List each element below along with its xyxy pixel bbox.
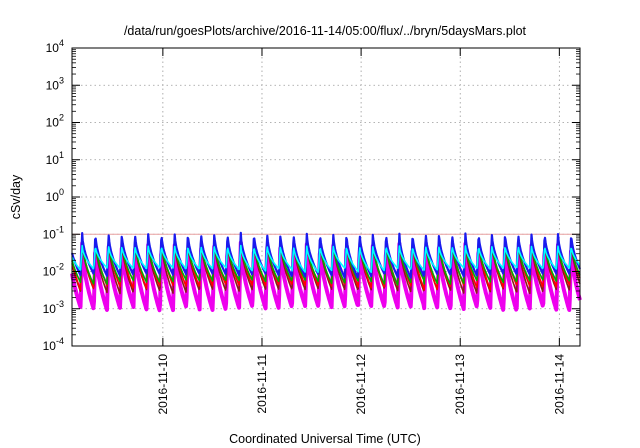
chart-title: /data/run/goesPlots/archive/2016-11-14/0… [124,24,527,38]
series-line-6 [71,244,581,274]
x-tick-label: 2016-11-10 [156,354,170,415]
y-tick-label: 10-1 [43,224,64,241]
y-tick-label: 10-3 [43,299,64,316]
y-axis-title: cSv/day [9,174,23,219]
x-tick-label: 2016-11-13 [453,354,467,415]
series-line-4 [71,239,581,286]
y-tick-label: 101 [46,150,64,167]
x-tick-label: 2016-11-11 [255,354,269,414]
series-layer [70,231,582,313]
y-tick-labels: 10-4 10-3 10-2 10-1 100 101 102 103 104 [43,38,64,353]
y-tick-label: 102 [46,113,64,130]
x-tick-label: 2016-11-14 [552,354,566,415]
y-tick-label: 10-4 [43,336,64,353]
x-tick-labels: 2016-11-10 2016-11-11 2016-11-12 2016-11-13… [156,354,566,415]
series-line-1 [70,240,582,313]
x-tick-label: 2016-11-12 [354,354,368,415]
axis-ticks [72,47,580,347]
y-tick-label: 104 [46,38,64,55]
y-tick-label: 100 [46,187,64,204]
y-tick-label: 10-2 [43,262,64,279]
y-tick-label: 103 [46,75,64,92]
x-axis-title: Coordinated Universal Time (UTC) [229,432,421,446]
